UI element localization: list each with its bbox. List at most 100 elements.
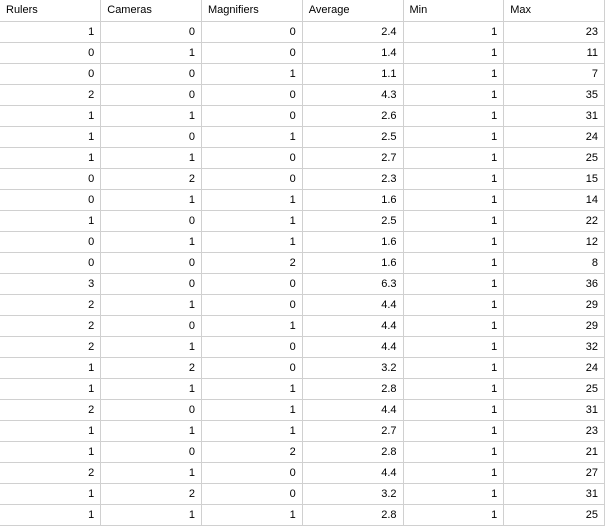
table-cell: 0	[202, 483, 303, 504]
table-body: 1002.41230101.41110011.1172004.31351102.…	[0, 21, 605, 525]
table-cell: 2.6	[302, 105, 403, 126]
table-cell: 27	[504, 462, 605, 483]
table-cell: 1	[403, 42, 504, 63]
col-header-min: Min	[403, 0, 504, 21]
table-cell: 1	[403, 483, 504, 504]
table-cell: 1	[101, 462, 202, 483]
table-cell: 2	[0, 294, 101, 315]
table-cell: 1	[403, 336, 504, 357]
table-cell: 1	[101, 336, 202, 357]
table-cell: 15	[504, 168, 605, 189]
table-cell: 21	[504, 441, 605, 462]
table-cell: 1	[403, 21, 504, 42]
table-cell: 0	[202, 42, 303, 63]
table-cell: 0	[0, 231, 101, 252]
table-cell: 29	[504, 315, 605, 336]
table-cell: 4.3	[302, 84, 403, 105]
table-cell: 2.8	[302, 378, 403, 399]
table-cell: 1.6	[302, 252, 403, 273]
table-cell: 8	[504, 252, 605, 273]
table-row: 1112.8125	[0, 504, 605, 525]
table-cell: 3.2	[302, 357, 403, 378]
table-cell: 2.3	[302, 168, 403, 189]
table-cell: 2	[0, 336, 101, 357]
table-cell: 0	[202, 84, 303, 105]
table-cell: 1	[403, 315, 504, 336]
table-cell: 24	[504, 357, 605, 378]
table-cell: 0	[101, 441, 202, 462]
table-cell: 2	[0, 84, 101, 105]
table-cell: 11	[504, 42, 605, 63]
table-cell: 1	[403, 504, 504, 525]
table-cell: 0	[101, 252, 202, 273]
table-cell: 1	[403, 63, 504, 84]
col-header-cameras: Cameras	[101, 0, 202, 21]
table-cell: 1	[101, 105, 202, 126]
table-cell: 1	[202, 315, 303, 336]
table-cell: 1	[0, 126, 101, 147]
table-row: 1203.2124	[0, 357, 605, 378]
table-cell: 0	[0, 42, 101, 63]
table-row: 1102.6131	[0, 105, 605, 126]
table-cell: 1	[101, 294, 202, 315]
table-cell: 24	[504, 126, 605, 147]
table-cell: 1.1	[302, 63, 403, 84]
table-cell: 4.4	[302, 399, 403, 420]
table-cell: 1.6	[302, 231, 403, 252]
table-cell: 31	[504, 105, 605, 126]
table-row: 3006.3136	[0, 273, 605, 294]
table-cell: 2	[202, 441, 303, 462]
table-row: 0021.618	[0, 252, 605, 273]
table-row: 1022.8121	[0, 441, 605, 462]
table-cell: 1	[0, 105, 101, 126]
table-cell: 1	[403, 294, 504, 315]
table-cell: 1	[202, 63, 303, 84]
table-cell: 2.7	[302, 147, 403, 168]
table-row: 1002.4123	[0, 21, 605, 42]
table-cell: 0	[101, 210, 202, 231]
table-cell: 0	[0, 168, 101, 189]
table-cell: 1	[0, 21, 101, 42]
table-cell: 1	[0, 357, 101, 378]
data-table: Rulers Cameras Magnifiers Average Min Ma…	[0, 0, 605, 526]
table-row: 0111.6112	[0, 231, 605, 252]
table-cell: 0	[202, 147, 303, 168]
table-cell: 1.6	[302, 189, 403, 210]
table-cell: 1	[403, 84, 504, 105]
table-cell: 4.4	[302, 315, 403, 336]
table-cell: 0	[0, 63, 101, 84]
table-cell: 4.4	[302, 336, 403, 357]
table-row: 2104.4132	[0, 336, 605, 357]
table-row: 1102.7125	[0, 147, 605, 168]
table-row: 0111.6114	[0, 189, 605, 210]
table-cell: 2.7	[302, 420, 403, 441]
table-row: 0101.4111	[0, 42, 605, 63]
table-cell: 14	[504, 189, 605, 210]
table-cell: 23	[504, 21, 605, 42]
table-row: 1112.7123	[0, 420, 605, 441]
table-cell: 2.5	[302, 126, 403, 147]
table-row: 1112.8125	[0, 378, 605, 399]
table-cell: 35	[504, 84, 605, 105]
table-cell: 0	[0, 189, 101, 210]
table-row: 2004.3135	[0, 84, 605, 105]
header-row: Rulers Cameras Magnifiers Average Min Ma…	[0, 0, 605, 21]
table-row: 2014.4129	[0, 315, 605, 336]
table-cell: 23	[504, 420, 605, 441]
table-cell: 2	[101, 357, 202, 378]
table-cell: 0	[101, 126, 202, 147]
table-cell: 0	[202, 294, 303, 315]
table-cell: 2.5	[302, 210, 403, 231]
table-cell: 22	[504, 210, 605, 231]
table-cell: 1	[202, 126, 303, 147]
table-cell: 1	[403, 126, 504, 147]
table-cell: 1	[0, 483, 101, 504]
table-cell: 4.4	[302, 294, 403, 315]
table-cell: 29	[504, 294, 605, 315]
table-cell: 4.4	[302, 462, 403, 483]
col-header-magnifiers: Magnifiers	[202, 0, 303, 21]
table-cell: 1	[403, 210, 504, 231]
table-cell: 1	[403, 252, 504, 273]
table-cell: 1	[403, 147, 504, 168]
table-cell: 7	[504, 63, 605, 84]
